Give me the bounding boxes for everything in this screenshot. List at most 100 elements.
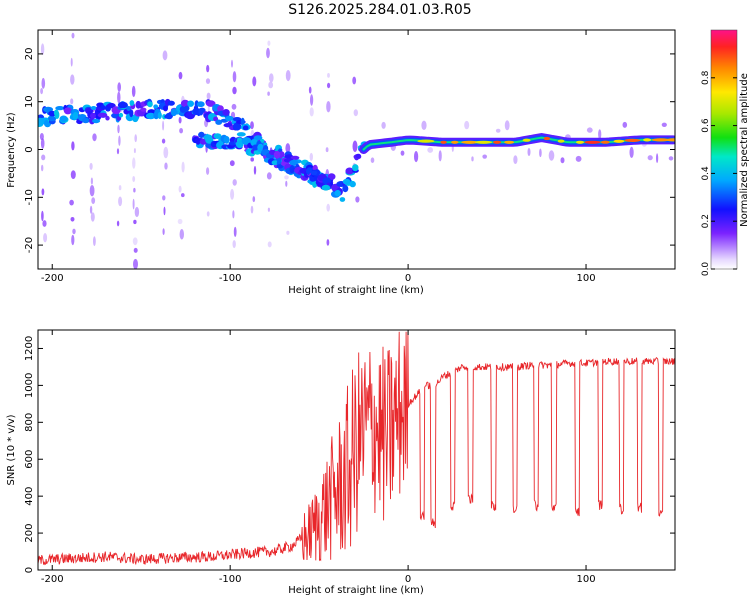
spectrogram-noise bbox=[90, 212, 95, 222]
spectrogram-ridge-point bbox=[250, 139, 259, 147]
spectrogram-noise bbox=[250, 205, 254, 214]
spectrogram-ridge-point bbox=[54, 111, 60, 119]
spectrogram-ytick-label: 0 bbox=[24, 146, 35, 152]
spectrogram-noise bbox=[266, 47, 270, 59]
spectrogram-xlabel: Height of straight line (km) bbox=[288, 285, 424, 296]
spectrogram-ridge-point bbox=[198, 131, 205, 138]
spectrogram-noise bbox=[661, 122, 667, 128]
spectrogram-ridge-point bbox=[129, 100, 135, 106]
spectrogram-noise bbox=[70, 217, 75, 222]
spectrogram-peak bbox=[600, 140, 610, 144]
snr-xtick-label: -200 bbox=[41, 574, 64, 585]
spectrogram-noise bbox=[177, 218, 183, 225]
spectrogram-ridge-point bbox=[217, 105, 224, 113]
spectrogram-noise bbox=[116, 148, 120, 155]
spectrogram-noise bbox=[622, 121, 628, 128]
spectrogram-noise bbox=[233, 226, 237, 237]
spectrogram-ridge-point bbox=[312, 180, 317, 188]
spectrogram-noise bbox=[89, 205, 93, 214]
spectrogram-ridge-point bbox=[290, 155, 300, 160]
spectrogram-peak bbox=[475, 140, 492, 144]
spectrogram-noise bbox=[668, 156, 674, 161]
spectrogram-ridge-point bbox=[345, 167, 354, 175]
spectrogram-noise bbox=[206, 64, 210, 73]
spectrogram-ridge-point bbox=[310, 170, 318, 176]
spectrogram-ridge-point bbox=[187, 100, 195, 107]
spectrogram-ridge-point bbox=[236, 132, 246, 137]
spectrogram-xtick-label: -200 bbox=[41, 273, 64, 284]
colorbar-tick-label: 0.4 bbox=[701, 166, 711, 181]
spectrogram-noise bbox=[162, 195, 166, 201]
spectrogram-ridge-point bbox=[153, 104, 159, 109]
spectrogram-ridge-point bbox=[240, 117, 245, 126]
spectrogram-noise bbox=[370, 157, 375, 163]
spectrogram-noise bbox=[400, 150, 405, 156]
spectrogram-noise bbox=[310, 94, 314, 106]
spectrogram-noise bbox=[41, 164, 44, 172]
spectrogram-peak bbox=[643, 138, 652, 142]
spectrogram-noise bbox=[118, 135, 121, 146]
spectrogram-noise bbox=[285, 180, 288, 187]
spectrogram-ylabel: Frequency (Hz) bbox=[6, 112, 17, 188]
spectrogram-noise bbox=[178, 185, 182, 193]
spectrogram-noise bbox=[118, 185, 122, 191]
spectrogram-noise bbox=[133, 187, 136, 193]
spectrogram-noise bbox=[133, 148, 136, 154]
spectrogram-noise bbox=[230, 188, 235, 200]
spectrogram-noise bbox=[133, 247, 138, 253]
spectrogram-noise bbox=[253, 165, 257, 175]
spectrogram-peak bbox=[557, 139, 565, 143]
spectrogram-peak bbox=[543, 136, 551, 141]
spectrogram-ridge-point bbox=[223, 136, 230, 144]
spectrogram-ridge-point bbox=[55, 106, 65, 111]
spectrogram-noise bbox=[414, 151, 419, 163]
spectrogram-ridge-point bbox=[225, 115, 234, 122]
spectrogram-peak bbox=[440, 140, 447, 144]
spectrogram-noise bbox=[93, 236, 96, 247]
spectrogram-ridge-point bbox=[206, 100, 216, 107]
snr-series-line bbox=[38, 331, 675, 566]
spectrogram-ridge-point bbox=[117, 101, 128, 109]
spectrogram-noise bbox=[267, 241, 272, 248]
spectrogram-noise bbox=[352, 140, 358, 153]
spectrogram-ridge-point bbox=[195, 138, 201, 145]
spectrogram-ridge-point bbox=[213, 133, 222, 140]
spectrogram-ridge-point bbox=[167, 100, 175, 106]
spectrogram-noise bbox=[284, 175, 289, 180]
spectrogram-noise bbox=[92, 133, 97, 142]
spectrogram-ridge-point bbox=[48, 115, 57, 122]
spectrogram-noise bbox=[132, 157, 136, 169]
spectrogram-peak bbox=[624, 138, 641, 142]
spectrogram-noise bbox=[266, 172, 272, 180]
spectrogram-ridge-point bbox=[232, 122, 242, 131]
colorbar-label: Normalized spectral amplitude bbox=[739, 73, 750, 227]
colorbar-tick-label: 0.2 bbox=[701, 214, 711, 228]
spectrogram-noise bbox=[575, 155, 582, 162]
spectrogram-ridge-point bbox=[89, 117, 95, 125]
spectrogram-ridge-point bbox=[145, 112, 156, 120]
spectrogram-noise bbox=[229, 160, 235, 167]
spectrogram-noise bbox=[41, 77, 46, 89]
spectrogram-noise bbox=[427, 147, 434, 153]
spectrogram-ridge-point bbox=[126, 106, 131, 111]
spectrogram-noise bbox=[178, 71, 183, 80]
spectrogram-ridge-point bbox=[271, 160, 279, 166]
spectrogram-noise bbox=[89, 162, 93, 170]
spectrogram-ridge-point bbox=[129, 109, 134, 118]
spectrogram-noise bbox=[206, 167, 210, 175]
snr-ytick-label: 200 bbox=[24, 524, 35, 543]
spectrogram-marks bbox=[38, 32, 675, 269]
spectrogram-noise bbox=[116, 220, 120, 227]
spectrogram-noise bbox=[163, 206, 166, 216]
spectrogram-noise bbox=[504, 120, 510, 131]
spectrogram-noise bbox=[133, 219, 137, 225]
spectrogram-ridge-point bbox=[196, 101, 205, 108]
spectrogram-noise bbox=[629, 146, 634, 158]
spectrogram-noise bbox=[118, 196, 123, 207]
spectrogram-ridge-point bbox=[59, 115, 68, 123]
spectrogram-noise bbox=[40, 138, 45, 149]
spectrogram-noise bbox=[163, 146, 169, 159]
spectrogram-ridge-point bbox=[72, 112, 79, 120]
spectrogram-ridge-point bbox=[273, 150, 281, 159]
